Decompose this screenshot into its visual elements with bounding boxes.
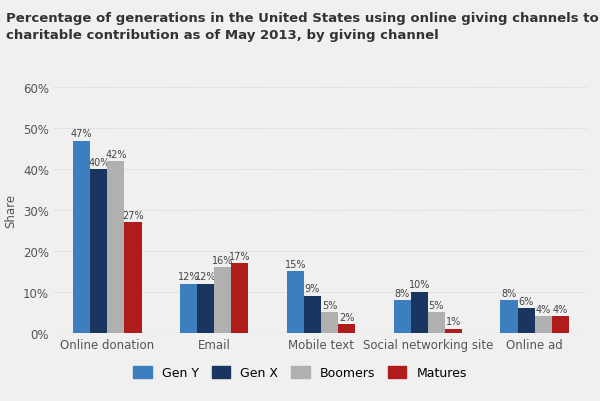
Text: 5%: 5% — [322, 300, 337, 310]
Text: 4%: 4% — [553, 304, 568, 314]
Bar — [428, 312, 445, 333]
Bar — [500, 300, 518, 333]
Text: 12%: 12% — [195, 271, 217, 282]
Text: 8%: 8% — [502, 288, 517, 298]
Bar — [394, 300, 411, 333]
Text: 27%: 27% — [122, 211, 144, 220]
Legend: Gen Y, Gen X, Boomers, Matures: Gen Y, Gen X, Boomers, Matures — [133, 367, 467, 379]
Bar — [197, 284, 214, 333]
Bar — [445, 329, 462, 333]
Bar — [287, 272, 304, 333]
Bar — [551, 316, 569, 333]
Text: 10%: 10% — [409, 279, 430, 290]
Y-axis label: Share: Share — [5, 194, 17, 227]
Bar — [321, 312, 338, 333]
Text: 8%: 8% — [395, 288, 410, 298]
Text: 16%: 16% — [212, 255, 233, 265]
Text: Percentage of generations in the United States using online giving channels to m: Percentage of generations in the United … — [6, 12, 600, 42]
Bar — [180, 284, 197, 333]
Bar — [214, 267, 231, 333]
Text: 2%: 2% — [339, 312, 355, 322]
Text: 12%: 12% — [178, 271, 199, 282]
Bar — [73, 141, 91, 333]
Text: 47%: 47% — [71, 129, 92, 139]
Bar — [338, 325, 355, 333]
Text: 5%: 5% — [428, 300, 444, 310]
Bar — [411, 292, 428, 333]
Bar — [304, 296, 321, 333]
Text: 40%: 40% — [88, 157, 110, 167]
Bar — [124, 223, 142, 333]
Bar — [91, 170, 107, 333]
Bar — [518, 308, 535, 333]
Text: 4%: 4% — [536, 304, 551, 314]
Text: 42%: 42% — [105, 149, 127, 159]
Text: 17%: 17% — [229, 251, 251, 261]
Bar — [535, 316, 551, 333]
Text: 15%: 15% — [284, 259, 306, 269]
Bar — [231, 263, 248, 333]
Bar — [107, 162, 124, 333]
Text: 9%: 9% — [305, 284, 320, 294]
Text: 1%: 1% — [446, 316, 461, 326]
Text: 6%: 6% — [518, 296, 533, 306]
